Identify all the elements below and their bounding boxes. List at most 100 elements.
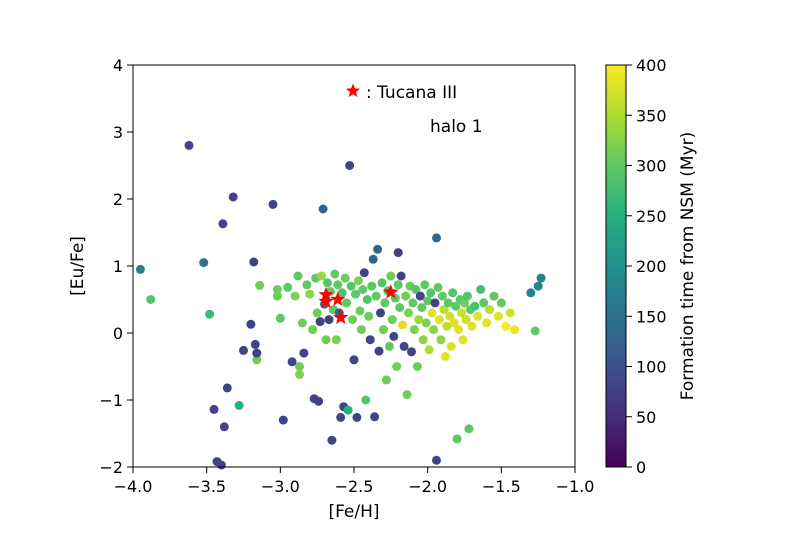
data-point bbox=[323, 278, 332, 288]
colorbar-ticks: 0 50 100 150 200 250 300 350 400 bbox=[626, 56, 667, 477]
data-point bbox=[331, 335, 341, 345]
colorbar-tick-label: 50 bbox=[636, 408, 656, 427]
data-point bbox=[418, 335, 428, 345]
x-tick-label: −3.5 bbox=[187, 477, 226, 496]
data-point bbox=[305, 289, 315, 299]
data-point bbox=[376, 308, 385, 318]
data-point bbox=[402, 390, 412, 400]
data-point bbox=[420, 280, 430, 290]
data-point bbox=[404, 308, 413, 318]
data-point bbox=[199, 258, 209, 268]
data-point bbox=[268, 199, 278, 209]
tucana-iii-star bbox=[383, 284, 399, 299]
data-point bbox=[443, 298, 453, 308]
data-point bbox=[398, 320, 408, 330]
data-point bbox=[351, 289, 360, 299]
data-point bbox=[283, 282, 293, 292]
data-point bbox=[367, 281, 377, 291]
data-point bbox=[371, 291, 381, 301]
colorbar-gradient bbox=[605, 64, 627, 468]
data-point bbox=[381, 375, 391, 385]
data-point bbox=[489, 291, 499, 301]
data-point bbox=[377, 278, 387, 288]
data-point bbox=[482, 318, 492, 328]
data-point bbox=[379, 325, 388, 335]
data-point bbox=[293, 271, 303, 281]
data-point bbox=[333, 280, 343, 290]
data-point bbox=[340, 273, 350, 283]
data-point bbox=[446, 341, 456, 351]
data-point bbox=[458, 335, 468, 345]
x-tick-label: −2.0 bbox=[408, 477, 447, 496]
data-point bbox=[234, 400, 244, 410]
data-point bbox=[440, 352, 450, 361]
data-point bbox=[146, 295, 156, 304]
data-point bbox=[317, 271, 327, 281]
colorbar-tick-label: 300 bbox=[636, 157, 667, 176]
data-point bbox=[252, 355, 262, 365]
data-point bbox=[337, 288, 347, 298]
data-point bbox=[355, 306, 365, 316]
x-tick-label: −3.0 bbox=[261, 477, 300, 496]
data-point bbox=[349, 355, 359, 365]
data-point bbox=[302, 280, 312, 290]
x-tick-label: −1.0 bbox=[556, 477, 595, 496]
data-point bbox=[216, 460, 226, 470]
y-tick-label: 3 bbox=[113, 123, 123, 142]
data-point bbox=[278, 415, 288, 425]
data-point bbox=[356, 325, 366, 335]
data-point bbox=[415, 291, 425, 301]
legend-label: : Tucana III bbox=[366, 83, 457, 103]
data-point bbox=[392, 362, 402, 371]
tucana-iii-stars bbox=[318, 284, 399, 325]
data-point bbox=[297, 318, 307, 328]
data-point bbox=[330, 269, 340, 279]
y-tick-label: 4 bbox=[113, 56, 123, 75]
tucana-iii-star bbox=[318, 293, 334, 308]
data-point bbox=[433, 282, 443, 292]
data-point bbox=[272, 285, 282, 294]
data-point bbox=[470, 301, 480, 311]
data-point bbox=[452, 434, 462, 444]
data-point bbox=[275, 313, 285, 323]
data-point bbox=[409, 325, 419, 335]
data-point bbox=[461, 315, 471, 325]
data-point bbox=[250, 339, 260, 349]
data-point bbox=[411, 285, 421, 294]
data-point bbox=[479, 298, 489, 308]
data-point bbox=[380, 298, 390, 308]
colorbar-tick-label: 150 bbox=[636, 307, 667, 326]
data-point bbox=[536, 273, 546, 283]
y-axis-label: [Eu/Fe] bbox=[68, 236, 88, 296]
data-point bbox=[287, 357, 297, 367]
data-point bbox=[448, 288, 458, 298]
data-point bbox=[454, 325, 464, 335]
data-point bbox=[401, 291, 411, 301]
data-point bbox=[389, 331, 399, 341]
tucana-iii-star bbox=[330, 291, 346, 306]
data-points bbox=[135, 140, 546, 470]
data-point bbox=[308, 325, 318, 335]
data-point bbox=[255, 280, 265, 290]
data-point bbox=[370, 412, 380, 422]
data-point bbox=[362, 295, 372, 304]
colorbar-tick-label: 200 bbox=[636, 257, 667, 276]
data-point bbox=[205, 309, 215, 319]
data-point bbox=[318, 204, 328, 214]
data-point bbox=[464, 424, 474, 434]
data-point bbox=[249, 257, 259, 267]
colorbar-tick-label: 400 bbox=[636, 56, 667, 75]
data-point bbox=[361, 395, 371, 405]
data-point bbox=[358, 285, 368, 294]
data-point bbox=[315, 317, 325, 327]
y-tick-label: −2 bbox=[99, 458, 123, 477]
y-tick-label: 0 bbox=[113, 324, 123, 343]
data-point bbox=[252, 348, 262, 358]
y-tick-label: −1 bbox=[99, 391, 123, 410]
data-point bbox=[496, 298, 506, 308]
data-point bbox=[445, 311, 455, 321]
data-point bbox=[530, 326, 540, 336]
halo-annotation: halo 1 bbox=[430, 117, 483, 137]
data-point bbox=[314, 396, 324, 406]
data-point bbox=[432, 233, 441, 243]
